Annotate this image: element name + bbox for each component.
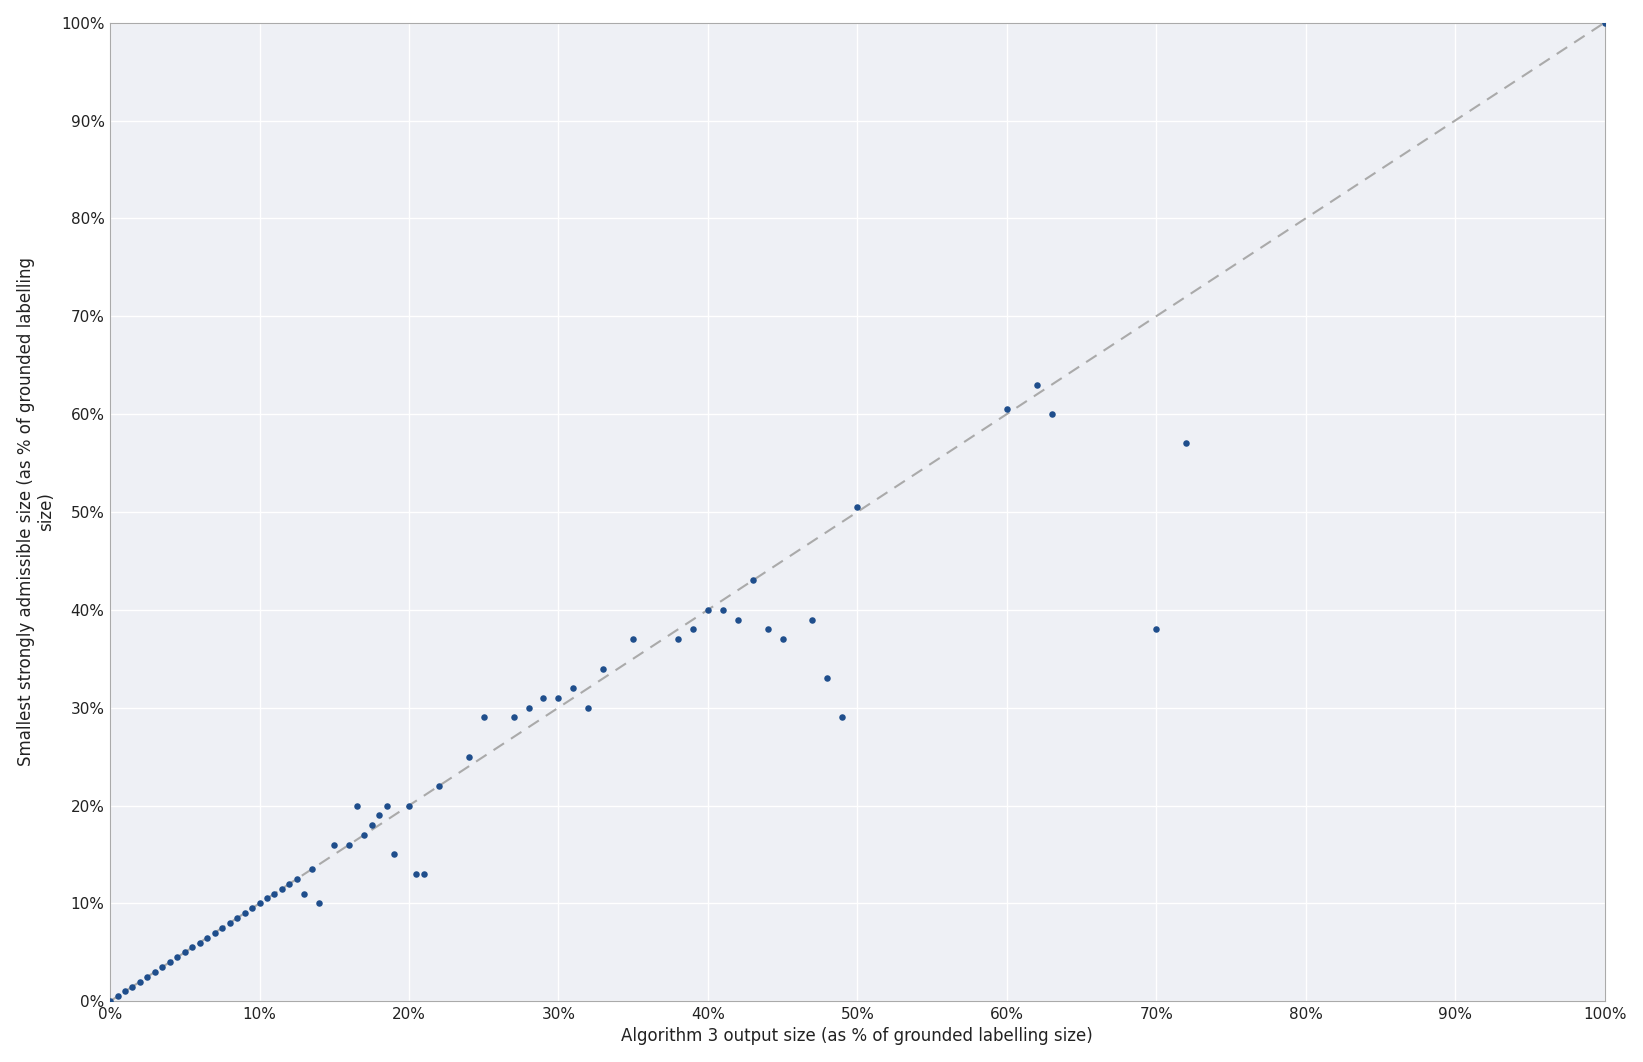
Point bbox=[127, 973, 153, 990]
Point bbox=[223, 909, 250, 926]
Point bbox=[120, 978, 146, 995]
Point bbox=[299, 860, 325, 877]
Point bbox=[411, 866, 437, 883]
Point bbox=[352, 826, 378, 843]
Point bbox=[373, 796, 399, 813]
Point bbox=[695, 601, 721, 618]
Point bbox=[232, 905, 258, 922]
Point bbox=[238, 900, 265, 917]
Point bbox=[306, 895, 332, 912]
Point bbox=[725, 611, 751, 628]
Point bbox=[381, 846, 407, 863]
Point bbox=[800, 611, 826, 628]
Point bbox=[202, 924, 228, 941]
Point bbox=[665, 631, 692, 648]
Point bbox=[545, 689, 572, 706]
Point bbox=[269, 880, 296, 897]
Point bbox=[1592, 14, 1618, 31]
Point bbox=[710, 601, 736, 618]
Point bbox=[1173, 435, 1199, 452]
Point bbox=[560, 680, 587, 697]
Point bbox=[337, 836, 363, 853]
Point bbox=[1024, 376, 1050, 393]
Point bbox=[590, 660, 616, 676]
Point bbox=[187, 933, 214, 950]
Point bbox=[739, 572, 766, 589]
Point bbox=[680, 621, 706, 638]
Point bbox=[366, 807, 393, 824]
Point bbox=[358, 817, 384, 834]
Point bbox=[815, 670, 841, 687]
Point bbox=[135, 969, 161, 986]
Point bbox=[531, 689, 557, 706]
Point bbox=[112, 983, 138, 1000]
Point bbox=[403, 866, 429, 883]
Point bbox=[105, 988, 131, 1005]
Point bbox=[171, 944, 197, 961]
Point bbox=[209, 920, 235, 937]
Point bbox=[276, 875, 302, 892]
Point bbox=[575, 699, 601, 716]
X-axis label: Algorithm 3 output size (as % of grounded labelling size): Algorithm 3 output size (as % of grounde… bbox=[621, 1027, 1093, 1045]
Point bbox=[830, 709, 856, 726]
Point bbox=[246, 895, 273, 912]
Point bbox=[179, 939, 205, 956]
Point bbox=[396, 796, 422, 813]
Y-axis label: Smallest strongly admissible size (as % of grounded labelling
size): Smallest strongly admissible size (as % … bbox=[16, 257, 56, 767]
Point bbox=[150, 959, 176, 976]
Point bbox=[1038, 406, 1065, 423]
Point bbox=[619, 631, 646, 648]
Point bbox=[754, 621, 780, 638]
Point bbox=[343, 796, 370, 813]
Point bbox=[1144, 621, 1170, 638]
Point bbox=[426, 777, 452, 794]
Point bbox=[994, 400, 1020, 417]
Point bbox=[261, 885, 288, 902]
Point bbox=[516, 699, 542, 716]
Point bbox=[470, 709, 496, 726]
Point bbox=[156, 954, 182, 971]
Point bbox=[845, 498, 871, 515]
Point bbox=[455, 748, 481, 765]
Point bbox=[284, 871, 311, 888]
Point bbox=[217, 914, 243, 931]
Point bbox=[255, 890, 281, 907]
Point bbox=[164, 948, 191, 965]
Point bbox=[320, 836, 347, 853]
Point bbox=[501, 709, 527, 726]
Point bbox=[769, 631, 795, 648]
Point bbox=[194, 929, 220, 946]
Point bbox=[141, 963, 168, 980]
Point bbox=[291, 885, 317, 902]
Point bbox=[97, 993, 123, 1010]
